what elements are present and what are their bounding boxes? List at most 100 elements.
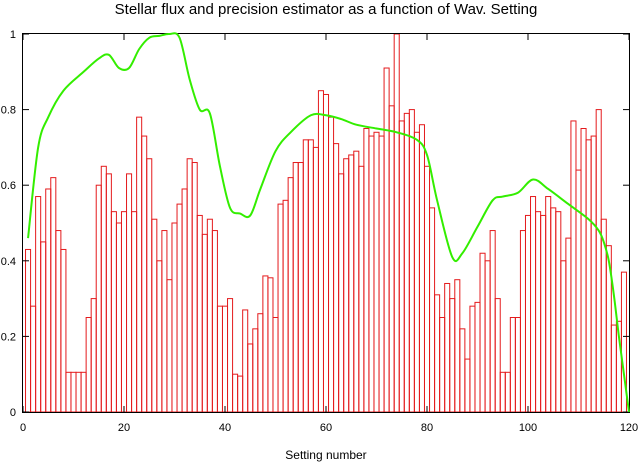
bar <box>242 309 249 413</box>
bar <box>333 143 340 413</box>
y-tick-label: 0.6 <box>1 180 16 192</box>
bar <box>120 211 128 413</box>
bar <box>489 230 496 413</box>
bar <box>317 90 324 413</box>
x-tick-label: 60 <box>320 422 332 434</box>
plot-frame <box>22 33 630 413</box>
bar <box>408 109 415 413</box>
bar <box>186 158 193 413</box>
bar <box>398 120 405 413</box>
bar <box>429 207 436 413</box>
bar <box>454 279 461 413</box>
bar <box>449 298 456 413</box>
bar <box>343 158 350 413</box>
bar <box>237 375 244 413</box>
bar <box>368 135 375 413</box>
bar <box>257 313 264 413</box>
bar <box>504 371 511 413</box>
bar <box>610 324 617 413</box>
bar <box>171 222 178 413</box>
bar <box>196 214 203 413</box>
bar <box>307 139 314 413</box>
bar <box>110 211 117 413</box>
bar <box>297 162 304 413</box>
bar <box>156 260 163 413</box>
bar <box>560 260 567 413</box>
bar <box>393 33 400 413</box>
bar <box>595 109 602 413</box>
y-tick-label: 0.8 <box>1 105 16 117</box>
bar <box>358 165 365 413</box>
bar <box>115 222 122 413</box>
bar <box>105 173 112 413</box>
bar <box>575 169 582 413</box>
bar <box>338 173 345 413</box>
bar <box>469 305 476 413</box>
bar <box>181 188 188 413</box>
bar-series <box>25 33 627 413</box>
bar <box>388 105 395 413</box>
bar <box>423 165 431 413</box>
bar <box>45 188 52 413</box>
bar <box>580 128 587 413</box>
bar <box>459 328 466 413</box>
bar <box>348 154 355 413</box>
bar <box>378 135 385 413</box>
bar <box>100 165 107 413</box>
bar <box>383 67 390 413</box>
x-tick-label: 0 <box>20 422 26 434</box>
bar <box>80 371 87 413</box>
series-line <box>27 32 630 413</box>
x-tick-label: 20 <box>118 422 130 434</box>
bar <box>95 184 102 413</box>
bar <box>247 343 254 413</box>
bar <box>50 177 57 413</box>
bar <box>514 317 521 413</box>
bar <box>474 301 481 413</box>
bar <box>216 305 223 413</box>
bar <box>146 158 153 413</box>
bar <box>484 260 491 413</box>
bar <box>403 112 410 413</box>
bar <box>201 233 208 413</box>
bar <box>176 203 183 413</box>
x-tick-label: 40 <box>219 422 231 434</box>
bar <box>322 93 330 413</box>
bar <box>267 277 274 413</box>
bar <box>540 214 547 413</box>
y-tick-label: 0 <box>10 407 16 419</box>
line-series <box>27 32 630 413</box>
bar <box>565 237 572 413</box>
bar <box>570 120 577 413</box>
bar <box>282 199 289 413</box>
bar <box>444 282 451 413</box>
bar <box>55 230 62 413</box>
bar <box>494 298 501 413</box>
bar <box>221 305 229 413</box>
bar <box>413 131 420 413</box>
bar <box>232 373 239 413</box>
bar <box>206 218 213 413</box>
bar <box>277 203 284 413</box>
bar <box>590 135 597 413</box>
bar <box>363 128 370 413</box>
bar <box>328 116 335 413</box>
y-tick-label: 0.2 <box>1 331 16 343</box>
bar <box>141 135 148 413</box>
bar <box>499 371 506 413</box>
bar <box>161 230 168 413</box>
bar <box>524 214 532 413</box>
bar <box>191 162 198 413</box>
bar <box>60 248 67 413</box>
bar <box>262 275 269 413</box>
bar <box>70 371 77 413</box>
bar <box>418 124 425 413</box>
bar <box>439 317 446 413</box>
bar <box>434 294 441 413</box>
bar <box>373 131 380 413</box>
x-tick-label: 100 <box>519 422 537 434</box>
bar <box>530 196 537 413</box>
bar <box>585 139 592 413</box>
axis-ticks: 0 20 40 60 80 100 120 0 0.2 0.4 0.6 0.8 1 <box>1 29 638 434</box>
